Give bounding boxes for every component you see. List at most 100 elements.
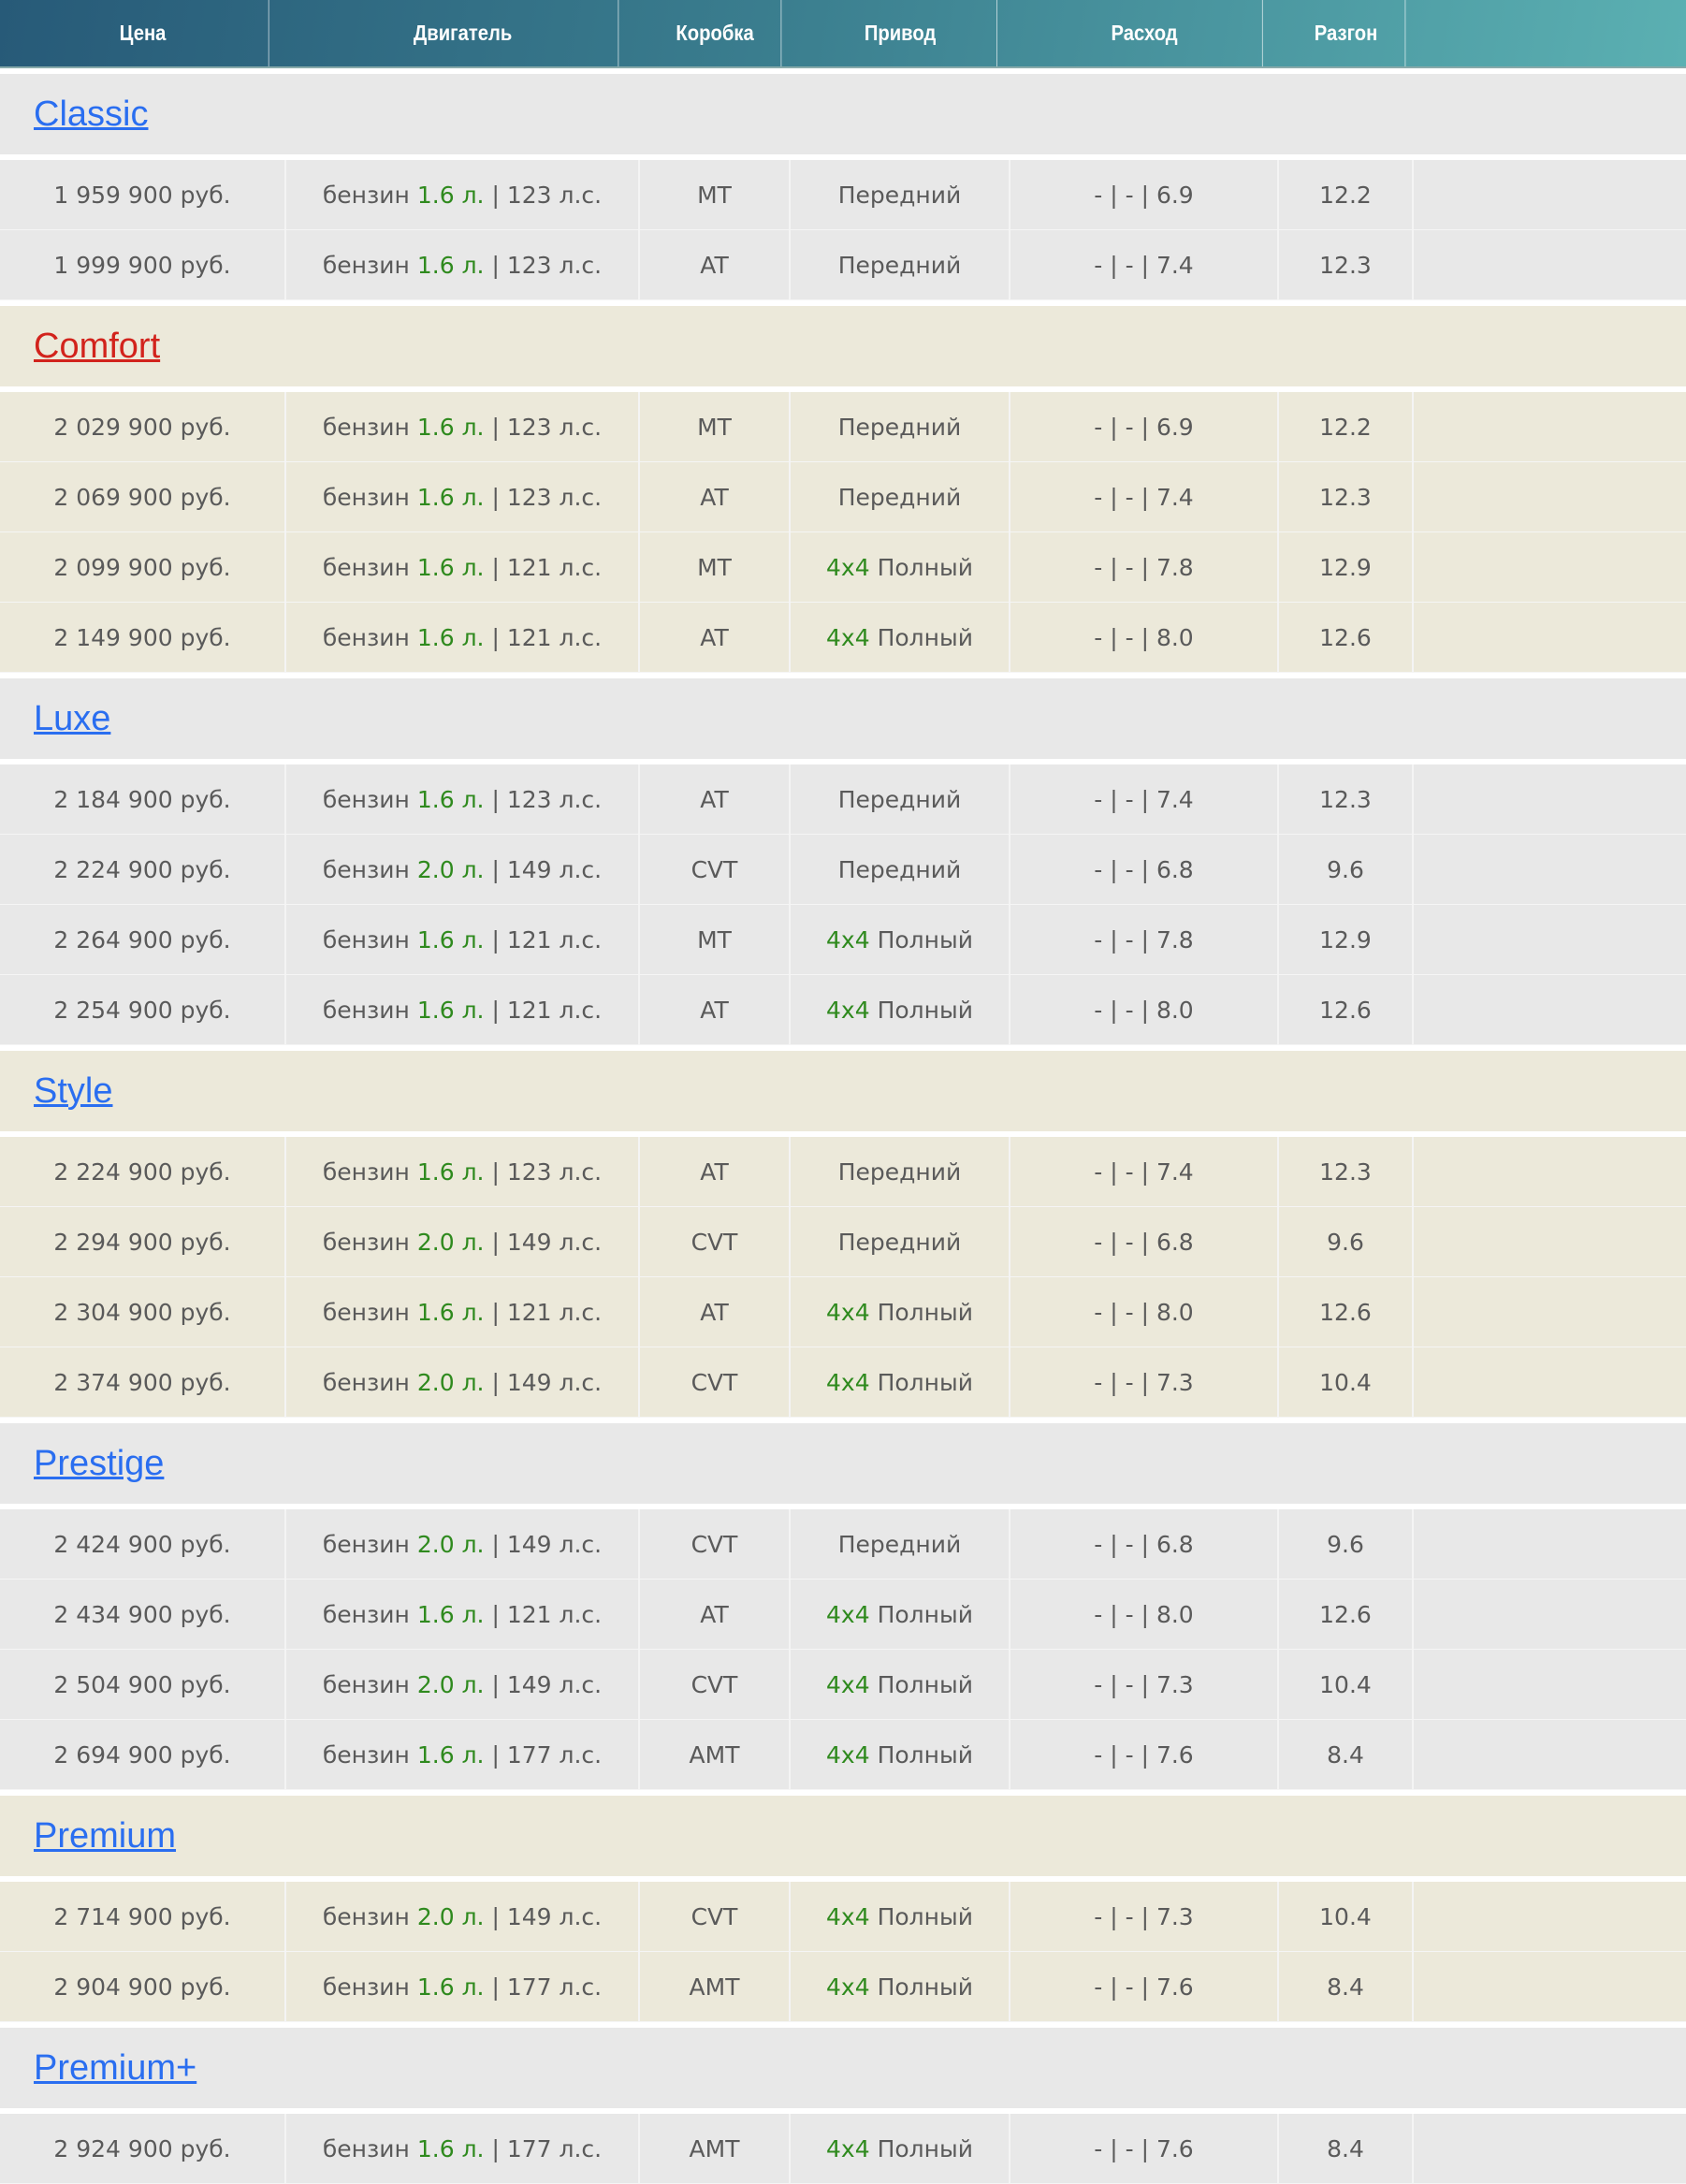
drive-label: Полный [869, 925, 973, 954]
fuel-type: бензин [322, 1530, 417, 1558]
gearbox-cell: CVT [640, 835, 791, 904]
awd-badge: 4x4 [826, 553, 870, 581]
consumption-cell: - | - | 7.8 [1010, 905, 1279, 974]
consumption-cell: - | - | 6.8 [1010, 1509, 1279, 1579]
acceleration-cell: 9.6 [1279, 1509, 1414, 1579]
engine-volume: 2.0 л. [416, 855, 485, 883]
drive-cell: 4x4 Полный [791, 1882, 1010, 1951]
price-cell: 2 304 900 руб. [0, 1277, 286, 1347]
fuel-type: бензин [322, 181, 417, 209]
engine-volume: 2.0 л. [416, 1228, 485, 1256]
separator: | [484, 996, 507, 1024]
drive-label: Передний [837, 1530, 962, 1558]
column-header-engine[interactable]: Двигатель [308, 0, 619, 66]
column-header-gearbox[interactable]: Коробка [649, 0, 782, 66]
engine-cell: бензин 1.6 л. | 123 л.с. [286, 392, 640, 461]
price-cell: 2 099 900 руб. [0, 532, 286, 602]
price-cell: 1 999 900 руб. [0, 230, 286, 299]
separator: | [484, 855, 507, 883]
separator: | [484, 623, 507, 651]
engine-cell: бензин 2.0 л. | 149 л.с. [286, 1207, 640, 1276]
trim-link-premium-plus[interactable]: Premium+ [34, 2047, 197, 2088]
consumption-cell: - | - | 6.8 [1010, 1207, 1279, 1276]
trim-link-premium[interactable]: Premium [34, 1815, 177, 1856]
table-row: 2 424 900 руб. бензин 2.0 л. | 149 л.с. CV… [0, 1509, 1686, 1580]
column-header-acceleration[interactable]: Разгон [1287, 0, 1406, 66]
column-header-price[interactable]: Цена [17, 0, 269, 66]
engine-volume: 2.0 л. [416, 1902, 485, 1930]
extra-cell [1414, 160, 1684, 229]
separator: | [484, 1902, 507, 1930]
acceleration-cell: 10.4 [1279, 1882, 1414, 1951]
drive-cell: Передний [791, 1509, 1010, 1579]
engine-cell: бензин 1.6 л. | 123 л.с. [286, 1137, 640, 1206]
consumption-cell: - | - | 7.4 [1010, 1137, 1279, 1206]
fuel-type: бензин [322, 1158, 417, 1186]
consumption-cell: - | - | 6.8 [1010, 835, 1279, 904]
engine-power: 123 л.с. [506, 483, 603, 511]
engine-cell: бензин 1.6 л. | 123 л.с. [286, 160, 640, 229]
column-header-extra[interactable] [1430, 0, 1667, 66]
fuel-type: бензин [322, 1368, 417, 1396]
drive-cell: Передний [791, 1137, 1010, 1206]
table-row: 2 254 900 руб. бензин 1.6 л. | 121 л.с. AT… [0, 975, 1686, 1045]
extra-cell [1414, 905, 1684, 974]
engine-power: 123 л.с. [506, 785, 603, 813]
table-row: 2 694 900 руб. бензин 1.6 л. | 177 л.с. AM… [0, 1720, 1686, 1790]
drive-cell: 4x4 Полный [791, 1952, 1010, 2021]
drive-cell: 4x4 Полный [791, 1580, 1010, 1649]
fuel-type: бензин [322, 623, 417, 651]
gearbox-cell: AMT [640, 1952, 791, 2021]
engine-volume: 1.6 л. [416, 483, 485, 511]
fuel-type: бензин [322, 251, 417, 279]
drive-cell: 4x4 Полный [791, 1347, 1010, 1417]
separator: | [484, 413, 507, 441]
table-row: 2 149 900 руб. бензин 1.6 л. | 121 л.с. AT… [0, 603, 1686, 673]
trim-link-comfort[interactable]: Comfort [34, 326, 161, 366]
fuel-type: бензин [322, 855, 417, 883]
acceleration-cell: 12.6 [1279, 1580, 1414, 1649]
acceleration-cell: 10.4 [1279, 1347, 1414, 1417]
engine-power: 121 л.с. [506, 1298, 603, 1326]
drive-cell: Передний [791, 160, 1010, 229]
trim-link-luxe[interactable]: Luxe [34, 698, 111, 738]
engine-cell: бензин 1.6 л. | 121 л.с. [286, 603, 640, 672]
trim-link-classic[interactable]: Classic [34, 94, 149, 134]
column-header-drive[interactable]: Привод [804, 0, 997, 66]
engine-cell: бензин 1.6 л. | 121 л.с. [286, 1277, 640, 1347]
extra-cell [1414, 532, 1684, 602]
trim-group-header: Premium [0, 1796, 1686, 1876]
gearbox-cell: AMT [640, 2114, 791, 2183]
drive-label: Полный [869, 1368, 973, 1396]
trim-link-prestige[interactable]: Prestige [34, 1443, 165, 1483]
table-row: 2 224 900 руб. бензин 1.6 л. | 123 л.с. AT… [0, 1137, 1686, 1207]
column-header-consumption[interactable]: Расход [1026, 0, 1263, 66]
price-cell: 2 029 900 руб. [0, 392, 286, 461]
table-header: Цена Двигатель Коробка Привод Расход Разгон [0, 0, 1686, 68]
price-cell: 2 224 900 руб. [0, 1137, 286, 1206]
drive-label: Передний [837, 785, 962, 813]
gearbox-cell: CVT [640, 1509, 791, 1579]
extra-cell [1414, 1580, 1684, 1649]
separator: | [484, 2134, 507, 2162]
table-row: 2 714 900 руб. бензин 2.0 л. | 149 л.с. CV… [0, 1882, 1686, 1952]
awd-badge: 4x4 [826, 2134, 870, 2162]
extra-cell [1414, 230, 1684, 299]
price-cell: 2 504 900 руб. [0, 1650, 286, 1719]
price-cell: 2 434 900 руб. [0, 1580, 286, 1649]
table-row: 2 434 900 руб. бензин 1.6 л. | 121 л.с. AT… [0, 1580, 1686, 1650]
separator: | [484, 925, 507, 954]
gearbox-cell: CVT [640, 1650, 791, 1719]
table-row: 2 504 900 руб. бензин 2.0 л. | 149 л.с. CV… [0, 1650, 1686, 1720]
acceleration-cell: 12.2 [1279, 392, 1414, 461]
trim-link-style[interactable]: Style [34, 1070, 113, 1111]
engine-power: 123 л.с. [506, 251, 603, 279]
drive-cell: Передний [791, 764, 1010, 834]
gearbox-cell: AMT [640, 1720, 791, 1789]
separator: | [484, 1670, 507, 1698]
awd-badge: 4x4 [826, 1670, 870, 1698]
engine-volume: 1.6 л. [416, 2134, 485, 2162]
consumption-cell: - | - | 8.0 [1010, 1580, 1279, 1649]
price-cell: 2 294 900 руб. [0, 1207, 286, 1276]
gearbox-cell: AT [640, 975, 791, 1044]
